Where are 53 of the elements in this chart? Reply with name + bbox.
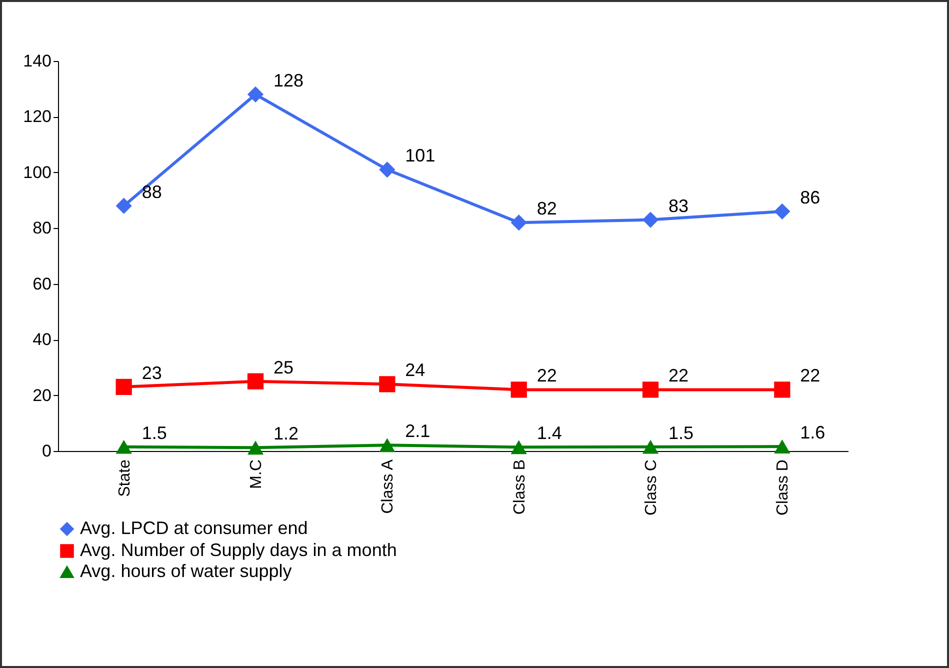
y-tick-label: 120	[23, 107, 52, 126]
y-tick-label: 140	[23, 52, 52, 70]
point	[247, 373, 264, 390]
data-label: 23	[142, 362, 162, 383]
x-tick-label: Class C	[643, 460, 660, 516]
x-tick-label: Class A	[380, 459, 397, 514]
data-label: 128	[274, 70, 304, 90]
y-tick-label: 100	[23, 162, 52, 182]
data-label: 1.2	[274, 424, 299, 444]
x-tick-label: Class D	[774, 460, 792, 516]
data-label: 1.5	[142, 422, 167, 443]
point	[510, 440, 527, 454]
data-label: 83	[668, 196, 689, 216]
y-tick-label: 60	[32, 274, 52, 294]
data-label: 25	[274, 357, 294, 378]
legend-label: Avg. LPCD at consumer end	[80, 518, 308, 538]
data-label: 24	[405, 360, 426, 380]
data-label: 1.6	[800, 422, 826, 443]
data-label: 22	[536, 366, 557, 386]
point	[642, 382, 659, 398]
x-tick-label: State	[116, 459, 134, 497]
point	[510, 214, 527, 231]
point	[379, 162, 396, 178]
x-tick-label: Class B	[511, 460, 528, 515]
data-label: 22	[800, 366, 820, 386]
data-label: 88	[142, 182, 162, 202]
data-label: 1.5	[668, 422, 694, 443]
point	[642, 212, 659, 228]
y-tick-label: 80	[32, 218, 52, 238]
point	[379, 376, 396, 392]
x-tick-label: M.C	[248, 460, 265, 489]
point	[774, 382, 790, 398]
data-label: 22	[668, 366, 689, 386]
point	[247, 86, 264, 102]
data-label: 1.4	[536, 423, 562, 444]
point	[510, 382, 527, 398]
legend-label: Avg. Number of Supply days in a month	[80, 540, 397, 560]
point	[116, 440, 132, 454]
point	[116, 378, 132, 395]
point	[116, 198, 132, 214]
y-tick-label: 0	[42, 442, 52, 460]
data-label: 86	[800, 187, 820, 208]
data-label: 2.1	[405, 421, 430, 442]
point	[379, 438, 396, 452]
point	[774, 203, 790, 220]
legend-label: Avg. hours of water supply	[80, 561, 292, 581]
y-tick-label: 20	[32, 386, 52, 405]
point	[642, 440, 659, 454]
y-tick-label: 40	[32, 330, 52, 350]
data-label: 82	[536, 198, 557, 219]
data-label: 101	[405, 146, 436, 166]
point	[774, 440, 790, 454]
point	[247, 440, 264, 455]
